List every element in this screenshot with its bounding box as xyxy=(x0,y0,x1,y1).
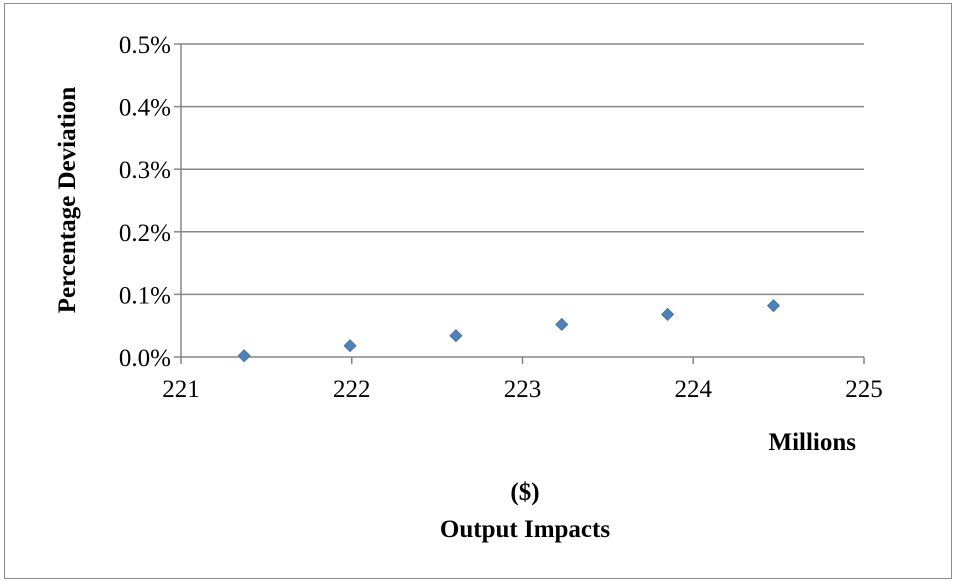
x-tick-label: 223 xyxy=(504,376,542,403)
data-point xyxy=(661,307,675,321)
data-point xyxy=(766,299,781,313)
data-point xyxy=(449,329,463,343)
x-axis-unit-label: ($) xyxy=(510,479,539,506)
x-tick-label: 224 xyxy=(675,376,713,403)
x-tick-label: 225 xyxy=(845,376,883,403)
x-tick-label: 221 xyxy=(162,376,200,403)
y-tick-label: 0.5% xyxy=(119,32,171,59)
chart-frame: 0.0% 0.1% 0.2% 0.3% 0.4% 0.5% 221 222 223 224 225… xyxy=(4,3,952,579)
data-point xyxy=(555,317,569,332)
x-tick-label: 222 xyxy=(333,376,371,403)
data-point xyxy=(237,349,251,363)
x-tick-labels: 221 222 223 224 225 xyxy=(162,376,883,403)
y-tick-label: 0.0% xyxy=(119,345,171,372)
axes xyxy=(174,43,865,364)
y-tick-label: 0.3% xyxy=(119,157,171,184)
y-axis-title: Percentage Deviation xyxy=(54,87,81,314)
gridlines xyxy=(181,43,864,296)
data-points xyxy=(237,299,781,363)
scatter-chart: 0.0% 0.1% 0.2% 0.3% 0.4% 0.5% 221 222 223 224 225… xyxy=(54,32,883,543)
y-tick-labels: 0.0% 0.1% 0.2% 0.3% 0.4% 0.5% xyxy=(119,32,171,372)
y-tick-label: 0.2% xyxy=(119,220,171,247)
data-point xyxy=(343,339,357,353)
x-axis-title: Output Impacts xyxy=(440,516,610,543)
y-tick-label: 0.1% xyxy=(119,282,171,309)
y-tick-label: 0.4% xyxy=(119,95,171,122)
x-display-units-label: Millions xyxy=(768,429,856,456)
